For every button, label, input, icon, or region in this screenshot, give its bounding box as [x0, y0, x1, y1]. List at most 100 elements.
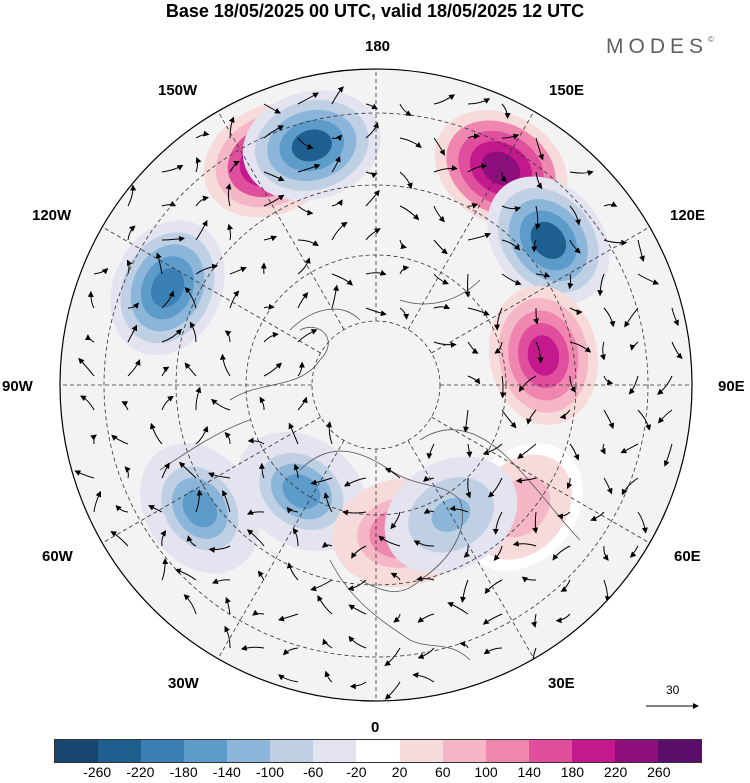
wind-arrow [297, 292, 309, 309]
wind-arrow [127, 225, 136, 241]
wind-arrow [331, 273, 353, 286]
wind-arrow [365, 121, 379, 139]
wind-arrow [127, 184, 137, 207]
wind-arrow [186, 535, 197, 547]
wind-arrow [555, 613, 571, 624]
wind-arrow [115, 504, 129, 513]
colorbar-cell [485, 740, 529, 762]
wind-arrow [499, 375, 506, 399]
wind-arrow [535, 137, 544, 161]
meridian-line [431, 226, 650, 354]
lon-label-120w: 120W [32, 207, 72, 224]
wind-arrow [331, 134, 343, 142]
wind-arrow [426, 443, 435, 460]
wind-arrow [515, 477, 537, 484]
meridian-line [102, 416, 321, 544]
map-disk [60, 69, 692, 701]
wind-arrow [161, 290, 175, 309]
wind-arrow [349, 681, 367, 690]
wind-arrow [258, 462, 265, 479]
wind-arrow [501, 103, 511, 119]
lon-label-0: 0 [371, 719, 380, 736]
wind-arrow [399, 137, 422, 149]
wind-arrow [521, 576, 537, 583]
lon-label-90w: 90W [2, 378, 33, 395]
wind-arrow [637, 239, 645, 262]
wind-arrow [347, 579, 367, 592]
wind-arrow [399, 265, 410, 275]
wind-arrow [282, 647, 299, 656]
wind-arrow [297, 361, 305, 377]
wind-arrow [224, 431, 231, 445]
meridian-line [407, 111, 535, 330]
wind-arrow [384, 467, 401, 479]
wind-arrow [259, 396, 266, 411]
wind-arrow [263, 362, 282, 377]
wind-arrow [211, 578, 231, 584]
modes-logo: MODES© [606, 35, 714, 59]
colorbar-cell [571, 740, 615, 762]
wind-arrow [263, 331, 279, 343]
wind-arrow [286, 506, 299, 514]
wind-arrow [603, 307, 616, 328]
wind-arrow [225, 596, 231, 615]
wind-arrow [297, 163, 321, 173]
wind-arrow [93, 490, 102, 513]
wind-arrow [263, 125, 285, 139]
wind-arrow [657, 409, 673, 424]
colorbar-tick-label: 140 [517, 764, 541, 780]
colorbar-tick-label: 60 [435, 764, 451, 780]
wind-arrow [628, 375, 639, 395]
wind-arrow [110, 531, 129, 547]
wind-arrow [78, 357, 95, 377]
wind-arrow [532, 511, 539, 534]
wind-arrow [331, 86, 344, 105]
wind-arrow [365, 228, 381, 241]
wind-arrow [310, 477, 333, 486]
lon-label-150e: 150E [549, 82, 585, 99]
wind-arrow [535, 171, 543, 190]
wind-arrow [331, 284, 339, 309]
wind-arrow [321, 541, 333, 548]
wind-arrow [127, 302, 139, 309]
wind-arrow [467, 232, 492, 241]
wind-arrow [174, 568, 197, 581]
lon-label-90e: 90E [718, 378, 745, 395]
wind-arrow [195, 263, 219, 275]
colorbar-tick-label: -220 [126, 764, 155, 780]
brand-text: MODES [606, 35, 709, 58]
wind-arrow [597, 273, 605, 297]
wind-arrow [161, 366, 170, 377]
wind-arrow [637, 273, 660, 285]
colorbar-tick-label: 20 [391, 764, 408, 780]
wind-arrow [467, 98, 491, 105]
vector-reference-value: 30 [666, 683, 680, 697]
wind-arrow [460, 579, 469, 603]
wind-arrow [124, 466, 131, 479]
wind-arrow [535, 272, 551, 278]
wind-arrow [219, 353, 231, 377]
colorbar-tick-label: -180 [169, 764, 198, 780]
wind-arrow [465, 477, 471, 499]
colorbar-tick-label: 100 [474, 764, 498, 780]
wind-arrow [161, 558, 169, 581]
wind-arrow [433, 165, 458, 173]
wind-arrow [189, 321, 197, 343]
lon-label-60w: 60W [42, 548, 73, 565]
wind-arrow [247, 509, 265, 515]
wind-arrow [240, 644, 265, 651]
wind-arrow [351, 545, 367, 559]
wind-arrow [310, 579, 333, 592]
wind-arrow [552, 545, 571, 561]
wind-arrow [297, 239, 319, 247]
wind-arrow [567, 273, 574, 290]
wind-arrow [325, 421, 333, 445]
wind-arrow [482, 443, 503, 456]
wind-arrow [278, 613, 299, 622]
wind-arrow [433, 94, 456, 105]
wind-arrow [417, 613, 435, 623]
wind-arrow [433, 341, 457, 348]
wind-arrow [600, 443, 606, 455]
wind-arrow [297, 396, 308, 411]
